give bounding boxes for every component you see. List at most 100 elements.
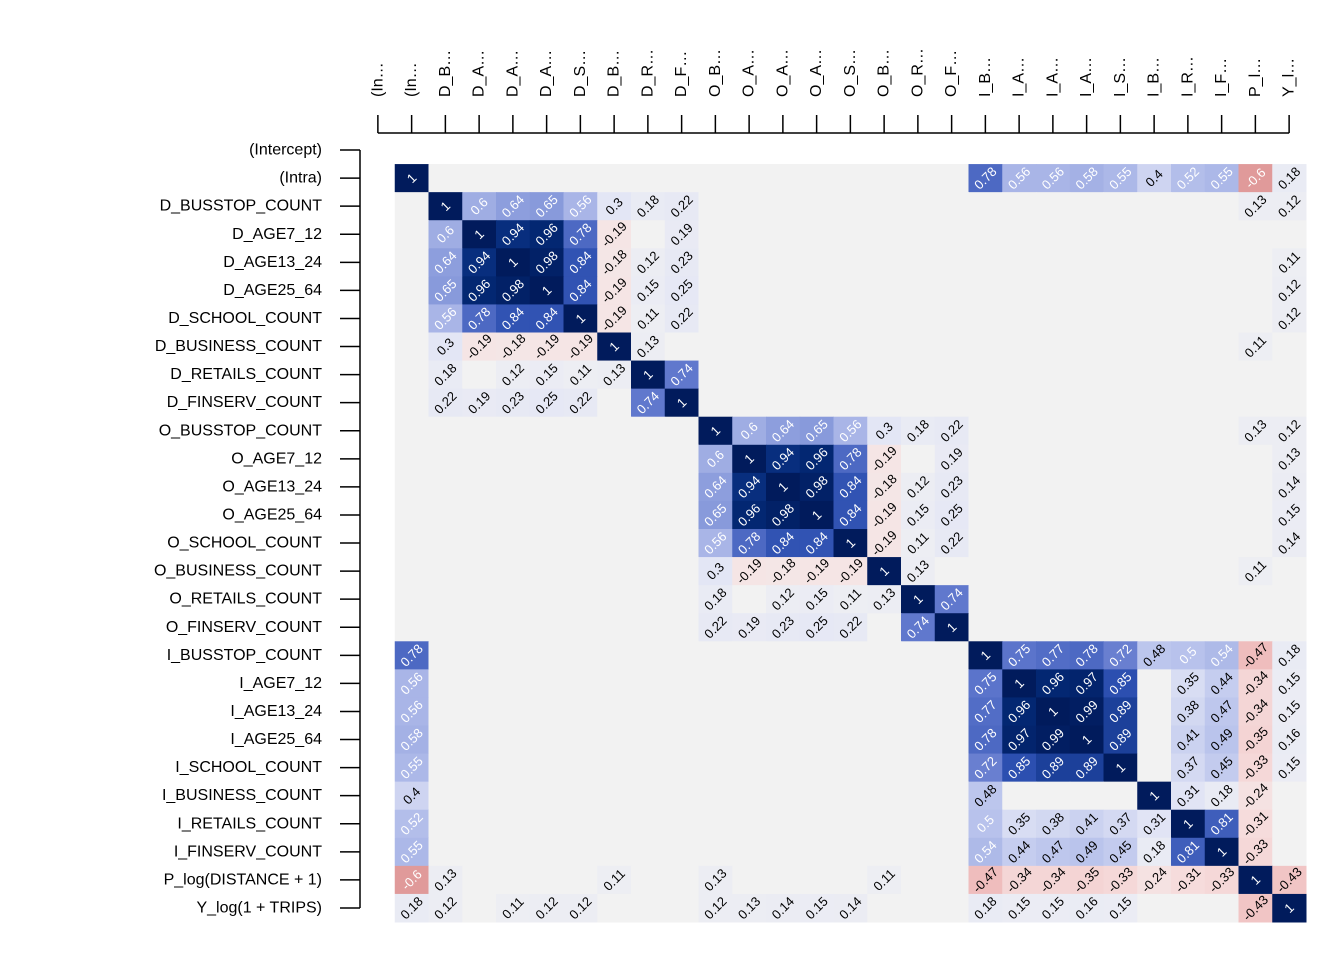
heatmap-cell [1272,444,1307,474]
heatmap-cell [1204,669,1239,698]
heatmap-cell [361,893,396,923]
heatmap-cell [631,136,666,165]
heatmap-cell [496,304,531,333]
heatmap-cell [1238,248,1273,277]
heatmap-cell [1036,276,1071,305]
row-label: D_SCHOOL_COUNT [168,310,322,327]
heatmap-cell [766,192,801,221]
heatmap-cell [1069,613,1104,642]
heatmap-cell [1036,304,1071,333]
heatmap-cell [766,500,801,530]
heatmap-cell [1002,613,1037,642]
heatmap-cell [597,360,632,390]
heatmap-cell [664,192,699,221]
heatmap-cell [597,136,632,165]
heatmap-cell [833,613,868,642]
heatmap-cell [529,697,564,726]
heatmap-cell [664,164,699,193]
heatmap-cell [1204,332,1239,362]
heatmap-cell [1171,472,1206,502]
heatmap-cell [732,416,767,446]
heatmap-cell [934,893,969,923]
heatmap-cell [529,585,564,614]
heatmap-cell [968,725,1003,755]
heatmap-cell [934,697,969,726]
row-label: D_BUSSTOP_COUNT [160,198,323,215]
heatmap-cell [361,529,396,558]
heatmap-cell [867,837,902,867]
heatmap-cell [867,865,902,895]
heatmap-cell [732,669,767,698]
heatmap-cell [732,276,767,305]
heatmap-cell [934,192,969,221]
heatmap-cell [529,164,564,193]
heatmap-cell [1002,725,1037,755]
heatmap-cell [968,416,1003,446]
heatmap-cell [867,164,902,193]
heatmap-cell [799,472,834,502]
heatmap-cell [1204,557,1239,586]
heatmap-cell [833,164,868,193]
heatmap-cell [833,697,868,726]
heatmap-cell [361,500,396,530]
heatmap-cell [428,136,463,165]
heatmap-cell [1103,500,1138,530]
heatmap-cell [1204,697,1239,726]
heatmap-cell [698,304,733,333]
heatmap-cell [361,136,396,165]
heatmap-cell [563,837,598,867]
heatmap-cell [462,529,497,558]
heatmap-cell [631,837,666,867]
heatmap-cell [934,809,969,839]
heatmap-cell [664,585,699,614]
heatmap-cell [1002,500,1037,530]
heatmap-cell [934,220,969,249]
row-label: O_AGE7_12 [231,450,322,467]
row-label: O_BUSINESS_COUNT [154,563,322,580]
heatmap-cell [698,248,733,277]
heatmap-cell [529,753,564,783]
heatmap-cell [901,500,936,530]
heatmap-cell [766,416,801,446]
heatmap-cell [1238,837,1273,867]
heatmap-cell [361,220,396,249]
heatmap-cell [597,641,632,670]
heatmap-cell [597,865,632,895]
heatmap-cell [1137,304,1172,333]
heatmap-cell [698,529,733,558]
heatmap-cell [1002,248,1037,277]
heatmap-cell [1204,248,1239,277]
heatmap-cell [664,304,699,333]
heatmap-cell [732,697,767,726]
heatmap-cell [1171,388,1206,418]
heatmap-cell [1069,893,1104,923]
row-label: O_RETAILS_COUNT [169,591,322,608]
heatmap-cell [1103,753,1138,783]
heatmap-cell [361,725,396,755]
heatmap-cell [1036,865,1071,895]
heatmap-cell [631,893,666,923]
heatmap-cell [394,865,429,895]
heatmap-cell [1137,613,1172,642]
heatmap-cell [698,641,733,670]
heatmap-cell [698,753,733,783]
heatmap-cell [1002,304,1037,333]
heatmap-cell [1036,136,1071,165]
heatmap-cell [529,781,564,811]
heatmap-cell [1103,557,1138,586]
column-label: D_S… [572,50,589,97]
heatmap-cell [1171,192,1206,221]
heatmap-cell [901,444,936,474]
heatmap-cell [1272,529,1307,558]
heatmap-cell [462,641,497,670]
heatmap-cell [496,697,531,726]
heatmap-cell [1002,332,1037,362]
heatmap-cell [766,893,801,923]
heatmap-cell [901,248,936,277]
heatmap-cell [361,276,396,305]
heatmap-cell [901,416,936,446]
heatmap-cell [1171,557,1206,586]
heatmap-cell [1002,192,1037,221]
heatmap-cell [799,444,834,474]
heatmap-cell [833,472,868,502]
